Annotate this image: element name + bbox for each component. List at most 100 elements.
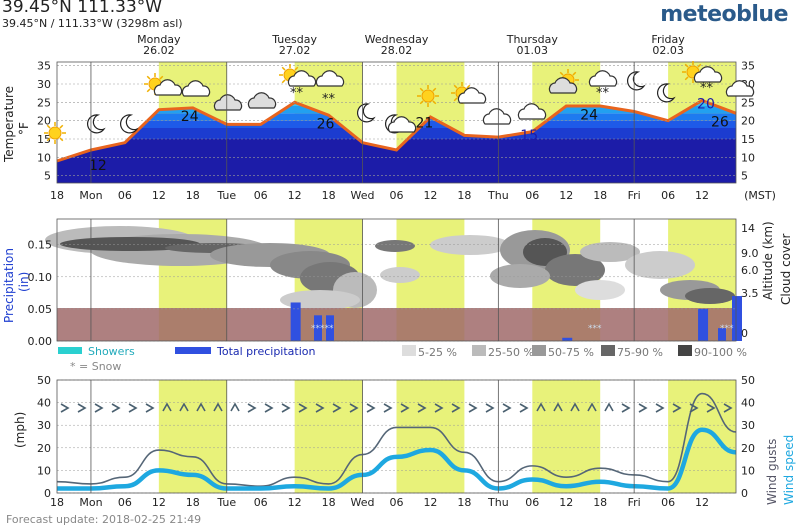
temp-ytick-right: 20 bbox=[741, 115, 755, 128]
wind-ytick-right: 20 bbox=[741, 442, 755, 455]
cloud-class-label: 90-100 % bbox=[694, 346, 747, 359]
wind-direction-arrow bbox=[485, 403, 495, 413]
wind-ytick-right: 30 bbox=[741, 419, 755, 432]
wind-ytick-left: 40 bbox=[37, 397, 51, 410]
temp-ytick-left: 5 bbox=[44, 170, 51, 183]
altitude-label: Altitude (km) bbox=[761, 221, 775, 300]
wind-ytick-right: 40 bbox=[741, 397, 755, 410]
meteoblue-logo[interactable]: meteoblue bbox=[660, 2, 788, 27]
sun-ray bbox=[466, 84, 471, 89]
cloud-icon bbox=[457, 87, 487, 104]
precip-bar bbox=[732, 296, 742, 341]
x-tick: 18 bbox=[50, 496, 64, 509]
precip-bar bbox=[562, 337, 573, 341]
cloud-cover-area bbox=[545, 254, 605, 286]
sun-ray bbox=[281, 79, 286, 84]
moon-icon bbox=[87, 114, 106, 134]
wind-direction-arrow bbox=[111, 403, 121, 413]
sun-ray bbox=[159, 75, 164, 80]
wind-gusts-legend: Wind gusts bbox=[765, 439, 779, 505]
precip-frame bbox=[56, 218, 737, 342]
x-tick: 12 bbox=[152, 189, 166, 202]
x-tick: Fri bbox=[628, 189, 641, 202]
wind-direction-arrow bbox=[230, 402, 240, 412]
x-tick: 12 bbox=[559, 496, 573, 509]
wind-ytick-right: 50 bbox=[741, 374, 755, 387]
altitude-ytick: 14 bbox=[741, 222, 755, 235]
precip-unit: (in) bbox=[17, 272, 31, 292]
temp-label: 24 bbox=[181, 109, 199, 125]
snow-glyph: ** bbox=[290, 86, 304, 101]
cloud-cover-area bbox=[375, 240, 415, 252]
sun-disc bbox=[48, 126, 62, 140]
wind-direction-arrow bbox=[196, 402, 206, 412]
temp-label: 12 bbox=[89, 158, 107, 174]
wind-direction-arrow bbox=[655, 403, 665, 413]
wind-direction-arrow bbox=[179, 402, 189, 412]
precip-ylabel: Precipitation bbox=[2, 248, 16, 323]
cloud-cover-area bbox=[575, 280, 625, 300]
cloud-class-label: 25-50 % bbox=[488, 346, 534, 359]
moon-icon bbox=[627, 71, 646, 91]
x-tick: 06 bbox=[661, 189, 675, 202]
temperature-line bbox=[56, 98, 737, 163]
location-title: 39.45°N 111.33°W bbox=[2, 0, 163, 17]
wind-direction-arrow bbox=[247, 403, 257, 413]
sun-ray bbox=[46, 124, 51, 129]
wind-direction-arrow bbox=[689, 403, 699, 413]
sun-ray bbox=[46, 137, 51, 142]
wind-direction-arrow bbox=[706, 403, 716, 413]
x-tick: 12 bbox=[288, 189, 302, 202]
temp-label: 26 bbox=[711, 115, 729, 131]
precip-bar bbox=[290, 302, 301, 341]
cloud-icon bbox=[517, 103, 547, 120]
sun-ray bbox=[684, 76, 689, 81]
sun-ray bbox=[294, 66, 299, 71]
total-precip-swatch bbox=[175, 347, 211, 354]
wind-direction-arrow bbox=[264, 403, 274, 413]
timezone-label: (MST) bbox=[744, 189, 776, 202]
wind-direction-arrow bbox=[417, 403, 427, 413]
x-tick: Wed bbox=[351, 189, 375, 202]
sun-icon bbox=[44, 122, 66, 144]
wind-direction-arrow bbox=[349, 403, 359, 413]
wind-direction-arrow bbox=[332, 403, 342, 413]
wind-direction-arrow bbox=[315, 403, 325, 413]
wind-direction-arrow bbox=[723, 403, 733, 413]
wind-ytick-right: 0 bbox=[741, 487, 748, 500]
precip-ytick: 0.00 bbox=[28, 335, 53, 348]
cloud-icon bbox=[693, 66, 723, 83]
x-tick: Fri bbox=[628, 496, 641, 509]
sun-ray bbox=[419, 87, 424, 92]
daylight-band bbox=[294, 380, 363, 493]
precip-bar bbox=[314, 315, 322, 341]
wind-direction-arrow bbox=[621, 403, 631, 413]
temp-label: 26 bbox=[317, 116, 335, 132]
day-date: 28.02 bbox=[380, 44, 413, 57]
temp-ylabel: Temperature bbox=[2, 86, 16, 163]
temp-ytick-left: 15 bbox=[37, 133, 51, 146]
sun-ray bbox=[559, 71, 564, 76]
x-tick: 18 bbox=[186, 496, 200, 509]
x-tick: Thu bbox=[487, 496, 509, 509]
x-tick: 18 bbox=[322, 496, 336, 509]
showers-legend: Showers bbox=[88, 345, 135, 358]
sun-ray bbox=[146, 75, 151, 80]
day-name: Friday bbox=[651, 33, 685, 46]
sun-ray bbox=[281, 66, 286, 71]
moon-icon bbox=[657, 83, 676, 103]
x-tick: 06 bbox=[118, 496, 132, 509]
wind-direction-arrow bbox=[213, 402, 223, 412]
altitude-ytick: 3.5 bbox=[741, 287, 759, 300]
day-name: Thursday bbox=[506, 33, 558, 46]
snow-glyph: ** bbox=[322, 92, 336, 107]
x-tick: 06 bbox=[254, 189, 268, 202]
wind-ytick-left: 20 bbox=[37, 442, 51, 455]
day-header: Monday 26.02 bbox=[124, 34, 194, 56]
precip-ytick: 0.10 bbox=[28, 271, 53, 284]
x-tick: 18 bbox=[593, 189, 607, 202]
cloud-class-label: 50-75 % bbox=[548, 346, 594, 359]
cloud-icon bbox=[387, 116, 417, 133]
wind-direction-arrow bbox=[553, 402, 563, 412]
showers-swatch bbox=[58, 347, 82, 354]
